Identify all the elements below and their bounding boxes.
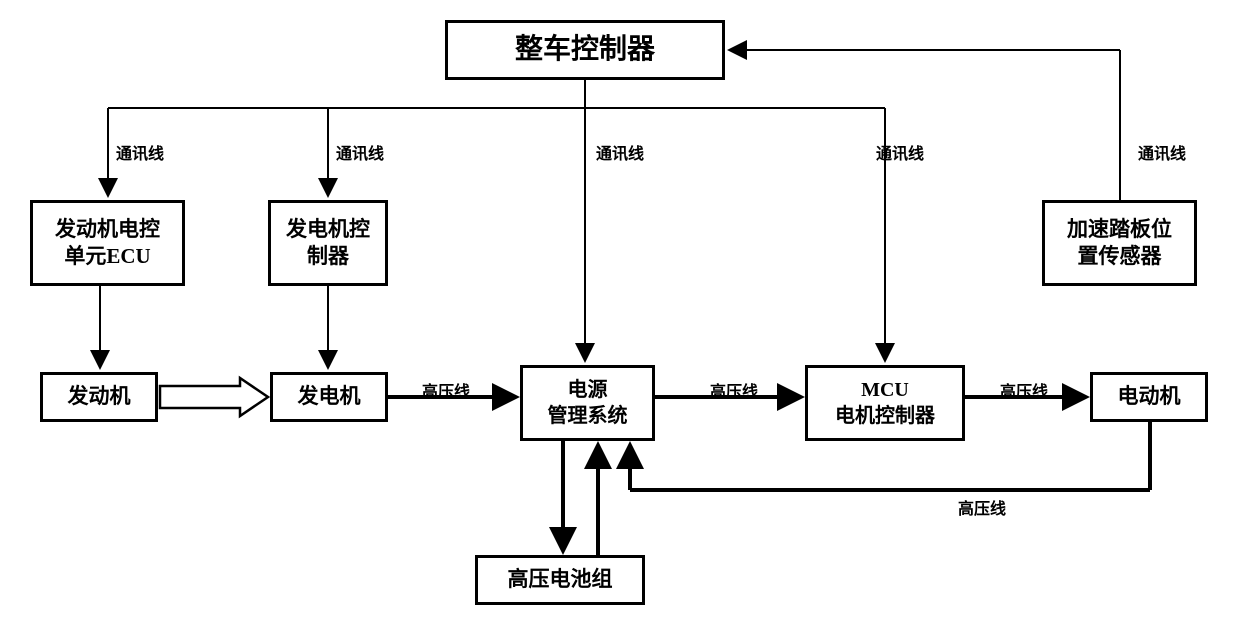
- label-mech: 机械连接: [172, 390, 228, 410]
- label-comm4: 通讯线: [876, 140, 924, 164]
- node-pedal: 加速踏板位置传感器: [1042, 200, 1197, 286]
- node-genctrl: 发电机控制器: [268, 200, 388, 286]
- connector-layer: [0, 0, 1240, 632]
- node-genctrl-label: 发电机控制器: [286, 216, 370, 271]
- label-hv4: 高压线: [958, 495, 1006, 519]
- node-engine-label: 发动机: [68, 383, 131, 410]
- diagram-canvas: 整车控制器 发动机电控单元ECU 发电机控制器 加速踏板位置传感器 发动机 发电…: [0, 0, 1240, 632]
- label-comm5: 通讯线: [1138, 140, 1186, 164]
- node-engine: 发动机: [40, 372, 158, 422]
- node-battery: 高压电池组: [475, 555, 645, 605]
- label-comm2: 通讯线: [336, 140, 384, 164]
- label-comm3: 通讯线: [596, 140, 644, 164]
- node-generator: 发电机: [270, 372, 388, 422]
- label-hv3: 高压线: [1000, 378, 1048, 402]
- node-motor-label: 电动机: [1118, 383, 1181, 410]
- node-battery-label: 高压电池组: [508, 566, 613, 593]
- node-mcu-label: MCU电机控制器: [835, 377, 935, 429]
- node-motor: 电动机: [1090, 372, 1208, 422]
- label-comm1: 通讯线: [116, 140, 164, 164]
- node-pedal-label: 加速踏板位置传感器: [1067, 216, 1172, 271]
- node-ecu: 发动机电控单元ECU: [30, 200, 185, 286]
- label-hv2: 高压线: [710, 378, 758, 402]
- node-mcu: MCU电机控制器: [805, 365, 965, 441]
- node-pms-label: 电源管理系统: [548, 377, 628, 429]
- node-ecu-label: 发动机电控单元ECU: [55, 216, 160, 271]
- node-pms: 电源管理系统: [520, 365, 655, 441]
- node-vcu: 整车控制器: [445, 20, 725, 80]
- label-hv1: 高压线: [422, 378, 470, 402]
- node-vcu-label: 整车控制器: [515, 32, 655, 68]
- node-generator-label: 发电机: [298, 383, 361, 410]
